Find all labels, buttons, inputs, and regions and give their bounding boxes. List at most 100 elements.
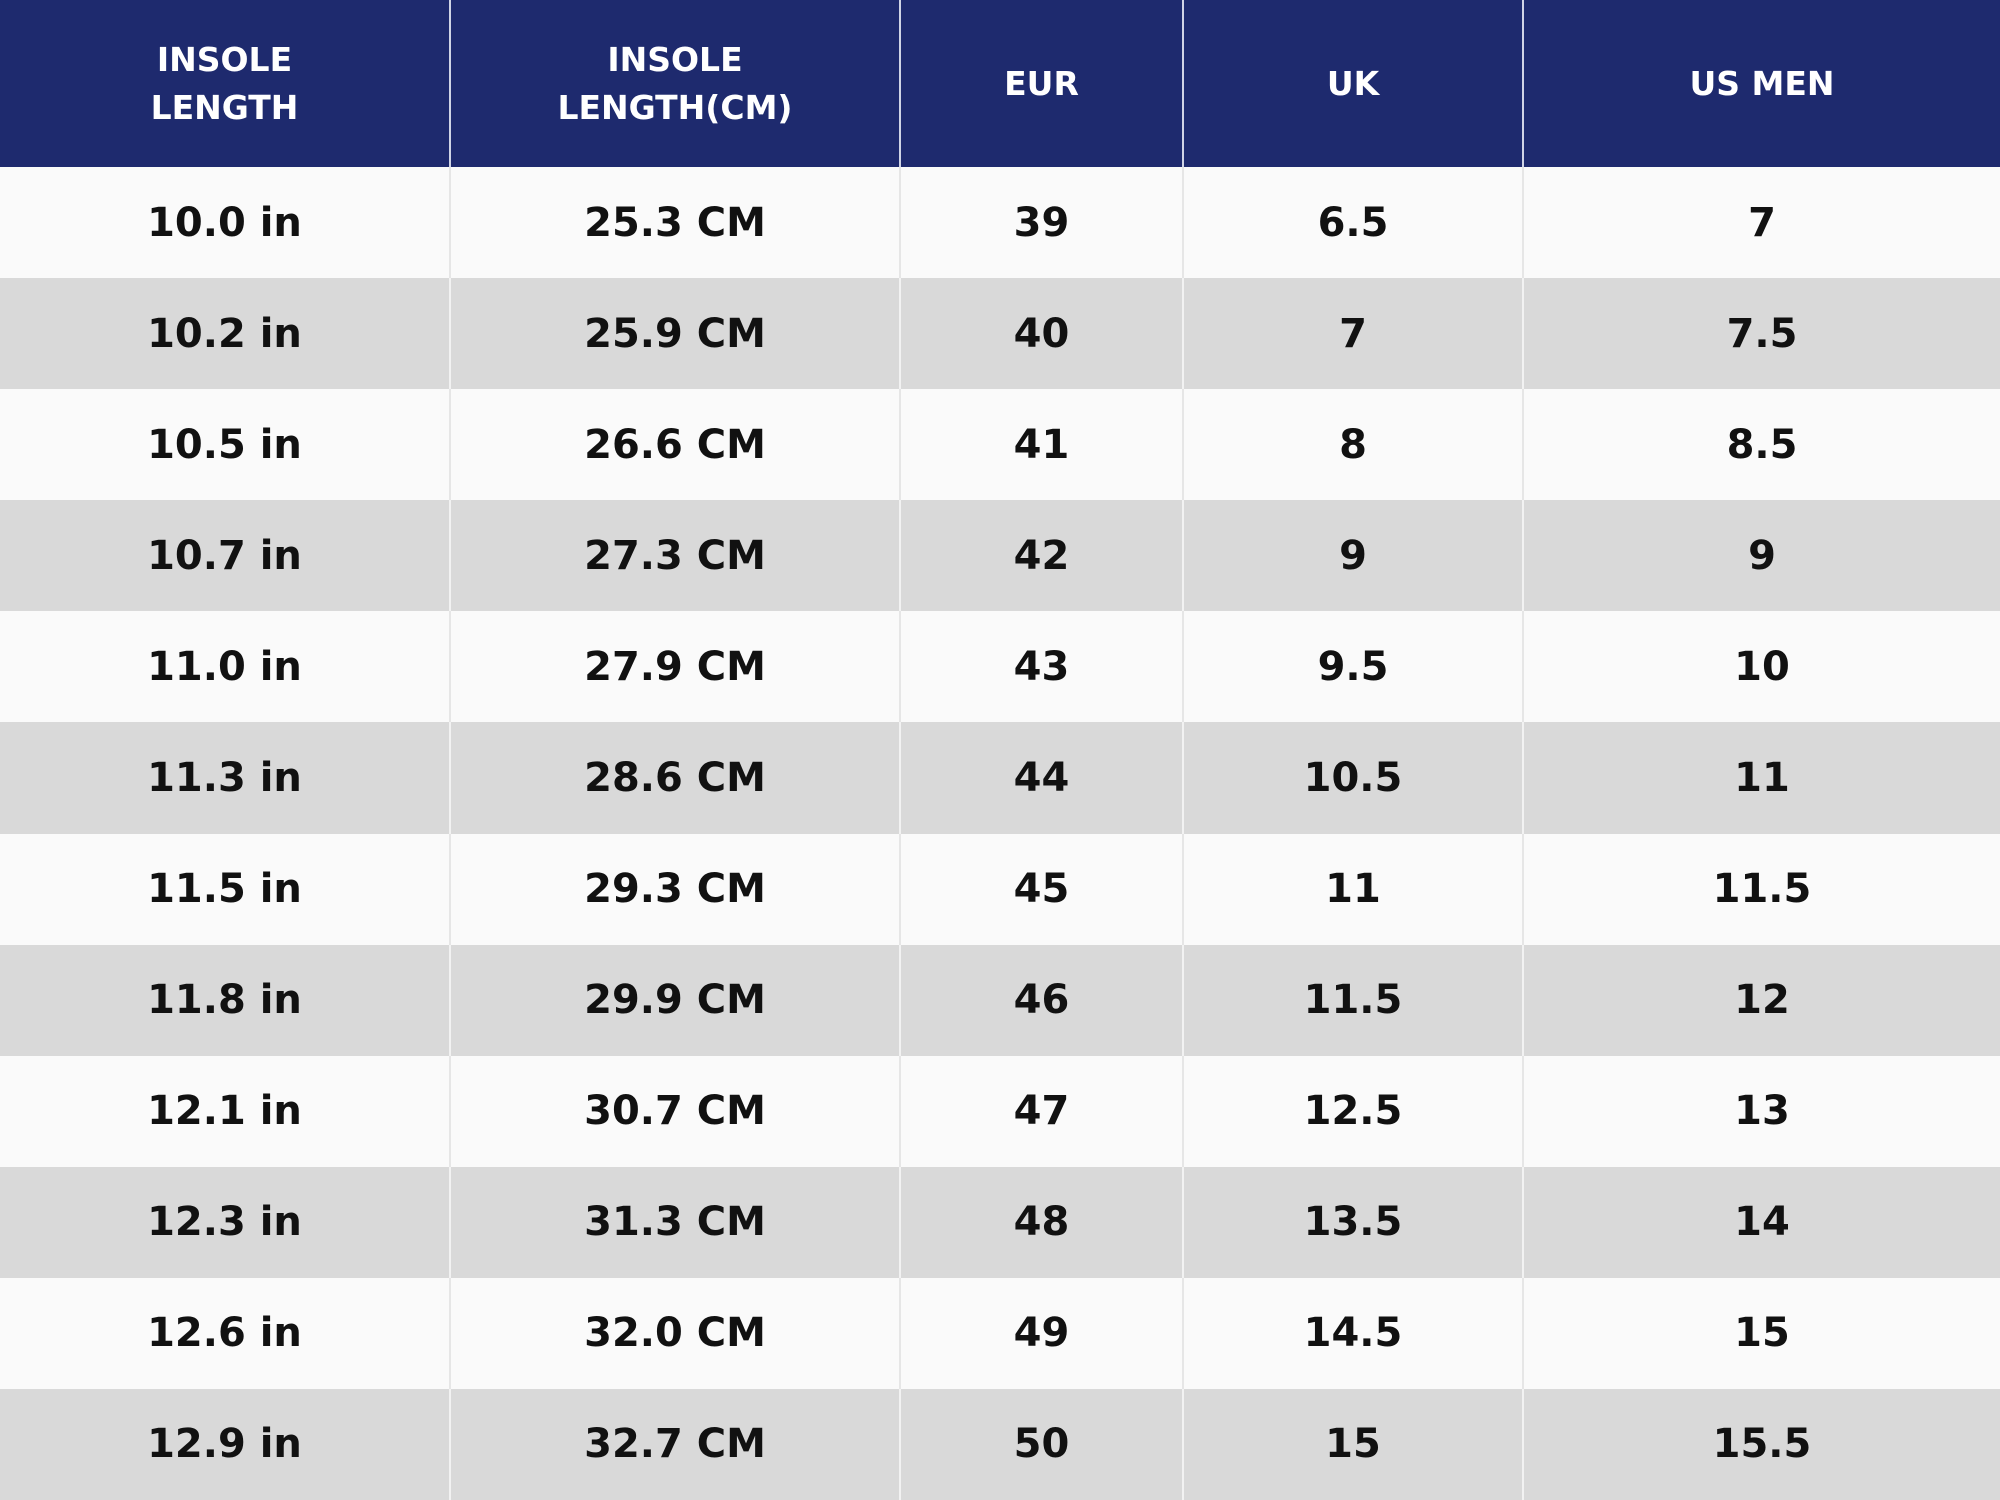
table-cell: 30.7 CM xyxy=(449,1055,899,1167)
table-cell: 10.5 in xyxy=(0,389,449,501)
table-cell: 11 xyxy=(1522,722,2000,834)
cell-text: 15.5 xyxy=(1712,1421,1812,1468)
cell-text: EUR xyxy=(1004,63,1079,103)
table-cell: 12.1 in xyxy=(0,1055,449,1167)
table-cell: 15.5 xyxy=(1522,1388,2000,1500)
table-cell: 47 xyxy=(899,1055,1182,1167)
table-cell: 27.3 CM xyxy=(449,500,899,612)
table-cell: 31.3 CM xyxy=(449,1166,899,1278)
cell-text: 7.5 xyxy=(1726,310,1798,357)
table-cell: 27.9 CM xyxy=(449,611,899,723)
cell-text: 32.7 CM xyxy=(584,1421,766,1468)
table-cell: 11.5 in xyxy=(0,833,449,945)
cell-text: US MEN xyxy=(1689,63,1835,103)
table-cell: 9.5 xyxy=(1182,611,1522,723)
cell-text: 12.1 in xyxy=(147,1088,302,1135)
header-cell: INSOLE LENGTH(CM) xyxy=(449,0,899,167)
table-cell: 14 xyxy=(1522,1166,2000,1278)
table-cell: 9 xyxy=(1182,500,1522,612)
cell-text: 12.9 in xyxy=(147,1421,302,1468)
table-cell: 32.7 CM xyxy=(449,1388,899,1500)
cell-text: 12.3 in xyxy=(147,1199,302,1246)
cell-text: 31.3 CM xyxy=(584,1199,766,1246)
cell-text: 10.5 xyxy=(1303,754,1403,801)
table-cell: 7.5 xyxy=(1522,278,2000,390)
cell-text: 47 xyxy=(1013,1088,1070,1135)
cell-text: 25.9 CM xyxy=(584,310,766,357)
header-cell: US MEN xyxy=(1522,0,2000,167)
table-cell: 11.8 in xyxy=(0,944,449,1056)
table-cell: 44 xyxy=(899,722,1182,834)
table-cell: 28.6 CM xyxy=(449,722,899,834)
cell-text: 28.6 CM xyxy=(584,754,766,801)
cell-text: 8.5 xyxy=(1726,421,1798,468)
table-cell: 12.6 in xyxy=(0,1277,449,1389)
table-cell: 8.5 xyxy=(1522,389,2000,501)
cell-text: INSOLE LENGTH(CM) xyxy=(557,39,793,127)
cell-text: 10.5 in xyxy=(147,421,302,468)
cell-text: UK xyxy=(1326,63,1380,103)
table-cell: 45 xyxy=(899,833,1182,945)
cell-text: 11.5 xyxy=(1712,866,1812,913)
table-cell: 13.5 xyxy=(1182,1166,1522,1278)
table-cell: 6.5 xyxy=(1182,167,1522,279)
cell-text: 9.5 xyxy=(1317,643,1389,690)
cell-text: 13 xyxy=(1734,1088,1790,1135)
cell-text: 26.6 CM xyxy=(584,421,766,468)
table-cell: 10.7 in xyxy=(0,500,449,612)
table-cell: 12 xyxy=(1522,944,2000,1056)
table-cell: 42 xyxy=(899,500,1182,612)
table-cell: 43 xyxy=(899,611,1182,723)
cell-text: 43 xyxy=(1013,643,1070,690)
header-cell: UK xyxy=(1182,0,1522,167)
table-cell: 41 xyxy=(899,389,1182,501)
header-cell: INSOLE LENGTH xyxy=(0,0,449,167)
table-cell: 11.0 in xyxy=(0,611,449,723)
cell-text: 11 xyxy=(1325,866,1381,913)
cell-text: 10.0 in xyxy=(147,199,302,246)
cell-text: 9 xyxy=(1339,532,1367,579)
table-cell: 10 xyxy=(1522,611,2000,723)
cell-text: 30.7 CM xyxy=(584,1088,766,1135)
table-cell: 48 xyxy=(899,1166,1182,1278)
cell-text: 27.9 CM xyxy=(584,643,766,690)
cell-text: 45 xyxy=(1013,866,1070,913)
cell-text: 25.3 CM xyxy=(584,199,766,246)
cell-text: 11.5 xyxy=(1303,977,1403,1024)
table-cell: 12.9 in xyxy=(0,1388,449,1500)
cell-text: 8 xyxy=(1339,421,1367,468)
table-cell: 49 xyxy=(899,1277,1182,1389)
cell-text: 7 xyxy=(1748,199,1776,246)
cell-text: 11.3 in xyxy=(147,754,302,801)
table-cell: 12.3 in xyxy=(0,1166,449,1278)
table-cell: 9 xyxy=(1522,500,2000,612)
cell-text: 13.5 xyxy=(1303,1199,1403,1246)
table-cell: 26.6 CM xyxy=(449,389,899,501)
table-cell: 11 xyxy=(1182,833,1522,945)
table-cell: 11.5 xyxy=(1522,833,2000,945)
cell-text: INSOLE LENGTH xyxy=(150,39,299,127)
cell-text: 32.0 CM xyxy=(584,1310,766,1357)
cell-text: 10.2 in xyxy=(147,310,302,357)
cell-text: 15 xyxy=(1734,1310,1790,1357)
cell-text: 42 xyxy=(1013,532,1070,579)
cell-text: 39 xyxy=(1013,199,1070,246)
cell-text: 41 xyxy=(1013,421,1070,468)
table-cell: 10.2 in xyxy=(0,278,449,390)
cell-text: 10.7 in xyxy=(147,532,302,579)
table-cell: 14.5 xyxy=(1182,1277,1522,1389)
cell-text: 11.8 in xyxy=(147,977,302,1024)
table-cell: 13 xyxy=(1522,1055,2000,1167)
table-cell: 32.0 CM xyxy=(449,1277,899,1389)
cell-text: 49 xyxy=(1013,1310,1070,1357)
table-cell: 11.5 xyxy=(1182,944,1522,1056)
cell-text: 11 xyxy=(1734,754,1790,801)
table-cell: 25.9 CM xyxy=(449,278,899,390)
cell-text: 40 xyxy=(1013,310,1070,357)
table-cell: 7 xyxy=(1522,167,2000,279)
cell-text: 14.5 xyxy=(1303,1310,1403,1357)
table-cell: 8 xyxy=(1182,389,1522,501)
cell-text: 48 xyxy=(1013,1199,1070,1246)
table-cell: 7 xyxy=(1182,278,1522,390)
